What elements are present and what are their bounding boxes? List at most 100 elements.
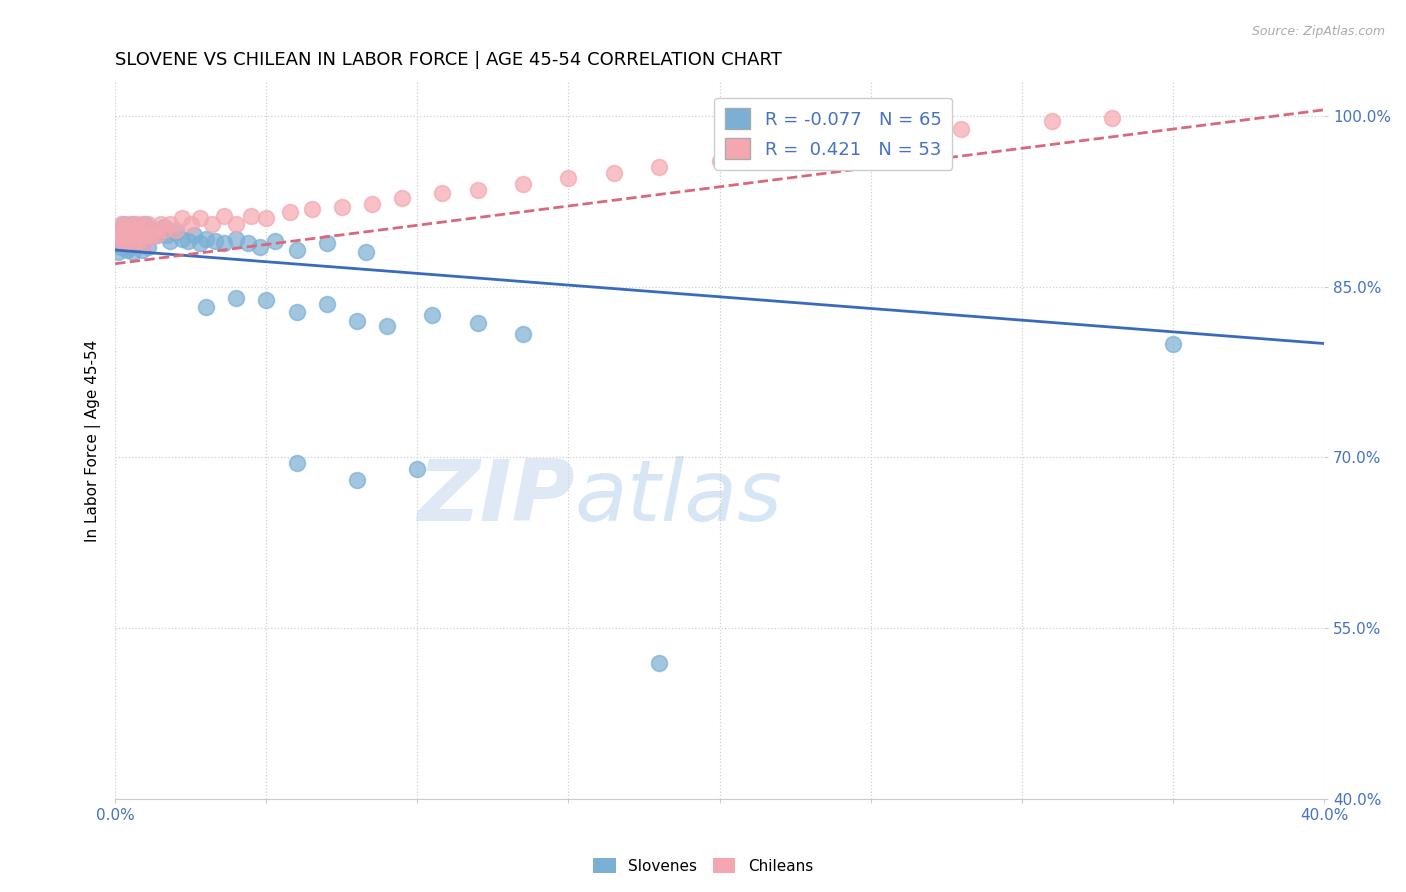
- Point: [422, 308, 444, 322]
- Point: [134, 217, 156, 231]
- Point: [467, 183, 489, 197]
- Point: [120, 227, 142, 241]
- Point: [194, 300, 217, 314]
- Point: [512, 177, 534, 191]
- Point: [143, 222, 166, 236]
- Point: [165, 222, 187, 236]
- Point: [603, 165, 626, 179]
- Point: [512, 327, 534, 342]
- Point: [149, 225, 172, 239]
- Point: [648, 160, 671, 174]
- Point: [120, 217, 142, 231]
- Legend: R = -0.077   N = 65, R =  0.421   N = 53: R = -0.077 N = 65, R = 0.421 N = 53: [714, 97, 952, 170]
- Point: [285, 456, 308, 470]
- Point: [128, 222, 150, 236]
- Point: [117, 234, 139, 248]
- Point: [361, 197, 384, 211]
- Point: [117, 225, 139, 239]
- Point: [301, 202, 323, 216]
- Point: [117, 222, 139, 236]
- Point: [117, 228, 139, 243]
- Point: [890, 129, 912, 144]
- Point: [141, 228, 163, 243]
- Point: [280, 205, 302, 219]
- Point: [236, 236, 259, 251]
- Point: [254, 211, 277, 226]
- Point: [709, 154, 731, 169]
- Point: [194, 232, 217, 246]
- Point: [1101, 111, 1123, 125]
- Point: [285, 304, 308, 318]
- Point: [1040, 114, 1063, 128]
- Point: [138, 217, 160, 231]
- Y-axis label: In Labor Force | Age 45-54: In Labor Force | Age 45-54: [86, 339, 101, 541]
- Point: [212, 236, 235, 251]
- Point: [152, 220, 174, 235]
- Point: [285, 243, 308, 257]
- Point: [128, 236, 150, 251]
- Point: [134, 228, 156, 243]
- Point: [120, 239, 142, 253]
- Point: [152, 222, 174, 236]
- Point: [375, 319, 398, 334]
- Point: [131, 243, 153, 257]
- Point: [177, 234, 200, 248]
- Point: [107, 234, 129, 248]
- Point: [315, 296, 337, 310]
- Point: [346, 314, 368, 328]
- Point: [240, 209, 263, 223]
- Point: [128, 234, 150, 248]
- Point: [112, 222, 135, 236]
- Point: [125, 220, 148, 235]
- Point: [467, 316, 489, 330]
- Point: [188, 236, 211, 251]
- Point: [128, 222, 150, 236]
- Text: atlas: atlas: [575, 457, 783, 540]
- Point: [159, 234, 181, 248]
- Point: [107, 222, 129, 236]
- Point: [120, 222, 142, 236]
- Point: [225, 217, 247, 231]
- Point: [204, 234, 226, 248]
- Point: [165, 225, 187, 239]
- Point: [830, 134, 852, 148]
- Point: [557, 171, 579, 186]
- Point: [122, 225, 145, 239]
- Point: [225, 291, 247, 305]
- Point: [141, 228, 163, 243]
- Point: [122, 236, 145, 251]
- Point: [112, 236, 135, 251]
- Point: [112, 217, 135, 231]
- Text: ZIP: ZIP: [418, 457, 575, 540]
- Point: [180, 217, 202, 231]
- Point: [183, 228, 205, 243]
- Point: [212, 209, 235, 223]
- Point: [107, 245, 129, 260]
- Point: [112, 236, 135, 251]
- Point: [122, 217, 145, 231]
- Point: [110, 228, 132, 243]
- Point: [406, 462, 429, 476]
- Point: [155, 228, 177, 243]
- Point: [134, 234, 156, 248]
- Point: [225, 232, 247, 246]
- Point: [122, 222, 145, 236]
- Point: [354, 245, 377, 260]
- Point: [648, 656, 671, 670]
- Point: [120, 228, 142, 243]
- Point: [131, 225, 153, 239]
- Point: [430, 186, 453, 200]
- Point: [112, 225, 135, 239]
- Point: [125, 234, 148, 248]
- Point: [110, 222, 132, 236]
- Point: [138, 239, 160, 253]
- Point: [264, 234, 287, 248]
- Point: [346, 473, 368, 487]
- Point: [330, 200, 353, 214]
- Point: [125, 228, 148, 243]
- Point: [391, 191, 413, 205]
- Point: [107, 222, 129, 236]
- Point: [249, 239, 271, 253]
- Point: [143, 222, 166, 236]
- Point: [138, 222, 160, 236]
